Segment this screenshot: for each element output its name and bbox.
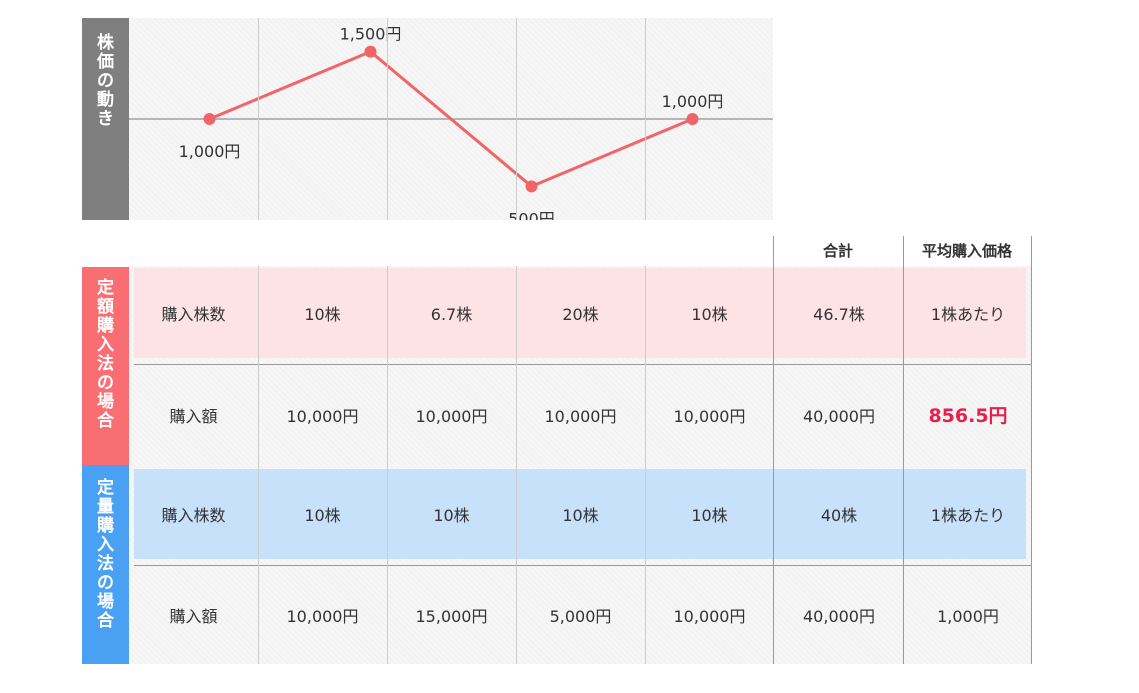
sidebar-char: の (97, 573, 114, 593)
sidebar-char: 株 (97, 33, 114, 53)
sidebar-char: 合 (97, 411, 114, 431)
price-line (208, 49, 694, 189)
sidebar-char: 価 (97, 52, 114, 72)
table-cell: 10,000円 (673, 406, 746, 426)
sidebar-char: 入 (97, 335, 114, 355)
sidebar-char: 場 (97, 592, 114, 612)
table-right-border (1031, 236, 1032, 664)
price-label: 500円 (508, 209, 555, 220)
table-cell: 10株 (691, 305, 728, 324)
sidebar-char: 合 (97, 611, 114, 631)
total-cell: 40株 (820, 506, 858, 525)
table-cell: 10,000円 (286, 607, 359, 626)
row-label: 購入額 (169, 607, 218, 626)
sidebar-char: 法 (97, 554, 114, 574)
average-cell: 1株あたり (930, 305, 1006, 324)
table-cell: 10,000円 (544, 406, 617, 426)
sidebar-char: の (97, 71, 114, 91)
price-label: 1,000円 (179, 142, 241, 161)
price-point (525, 180, 538, 193)
total-cell: 40,000円 (803, 607, 875, 626)
fixed-quantity-shares-band (134, 469, 1026, 559)
table-cell: 10,000円 (415, 406, 488, 426)
sidebar-char: 法 (97, 354, 114, 374)
stock-price-movement-label: 株価の動き (82, 18, 129, 220)
sidebar-char: 場 (97, 392, 114, 412)
table-cell: 10株 (433, 506, 470, 525)
price-point (203, 113, 216, 125)
average-cell: 1,000円 (937, 607, 999, 626)
table-cell: 20株 (562, 305, 599, 324)
price-label: 1,500円 (340, 25, 402, 44)
sidebar-char: 購 (97, 316, 114, 336)
fixed-amount-amount-row: 購入額 10,000円 10,000円 10,000円 10,000円 40,0… (129, 365, 1031, 464)
table-cell: 15,000円 (415, 607, 488, 626)
sidebar-char: の (97, 373, 114, 393)
table-cell: 10,000円 (673, 607, 746, 626)
column-divider (645, 266, 646, 664)
price-point (686, 113, 699, 125)
sidebar-char: 額 (97, 297, 114, 317)
fixed-amount-shares-row: 購入株数 10株 6.7株 20株 10株 46.7株 1株あたり (129, 268, 1031, 358)
table-cell: 5,000円 (549, 607, 612, 626)
sidebar-char: 定 (97, 278, 114, 298)
total-cell: 46.7株 (813, 305, 865, 324)
fixed-quantity-amount-row: 購入額 10,000円 15,000円 5,000円 10,000円 40,00… (129, 566, 1031, 664)
column-divider (387, 266, 388, 664)
average-price-header: 平均購入価格 (921, 242, 1012, 260)
average-cell: 1株あたり (930, 506, 1006, 525)
sidebar-char: 定 (97, 478, 114, 498)
stock-price-chart: 1,000円 1,500円 500円 1,000円 (129, 18, 773, 220)
chart-gridline (516, 18, 517, 220)
total-cell: 40,000円 (803, 406, 875, 426)
line-chart-svg: 1,000円 1,500円 500円 1,000円 (129, 25, 773, 220)
column-divider (258, 266, 259, 664)
table-cell: 10株 (562, 506, 599, 525)
sidebar-char: 量 (97, 497, 114, 517)
total-header: 合計 (822, 242, 853, 260)
sidebar-char: 入 (97, 535, 114, 555)
average-price-highlight: 856.5円 (928, 405, 1008, 427)
row-label: 購入株数 (161, 305, 226, 324)
sidebar-char: き (97, 109, 114, 129)
chart-gridline (258, 18, 259, 220)
chart-gridline (387, 18, 388, 220)
table-cell: 6.7株 (430, 305, 473, 324)
total-column-divider (773, 236, 774, 664)
table-cell: 10株 (691, 506, 728, 525)
row-divider (134, 565, 1031, 566)
price-point (364, 45, 377, 58)
average-cell: 856.5円 (904, 365, 1032, 464)
average-column-divider (903, 236, 904, 664)
table-cell: 10株 (304, 305, 341, 324)
table-cell: 10,000円 (286, 406, 359, 426)
fixed-amount-shares-band (134, 268, 1026, 358)
fixed-quantity-shares-row: 購入株数 10株 10株 10株 10株 40株 1株あたり (129, 469, 1031, 559)
sidebar-char: 購 (97, 516, 114, 536)
row-label: 購入株数 (161, 506, 226, 525)
row-divider (134, 364, 1031, 365)
sidebar-char: 動 (97, 90, 114, 110)
table-cell: 10株 (304, 506, 341, 525)
fixed-quantity-method-label: 定量購入法の場合 (82, 465, 129, 664)
chart-gridline (645, 18, 646, 220)
row-label: 購入額 (169, 406, 218, 426)
price-label: 1,000円 (662, 92, 724, 111)
fixed-amount-method-label: 定額購入法の場合 (82, 267, 129, 465)
column-divider (516, 266, 517, 664)
